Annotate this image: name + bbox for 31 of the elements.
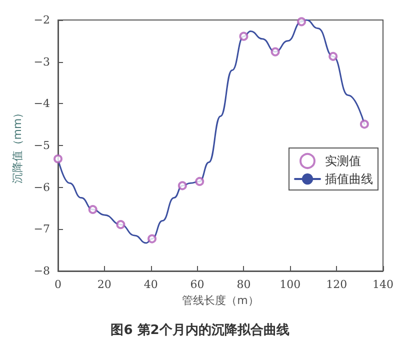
x-tick-label: 20	[97, 278, 112, 291]
point	[148, 234, 157, 244]
y-axis-title: 沉降值（mm）	[10, 107, 24, 184]
point	[270, 47, 280, 56]
x-tick-label: 100	[280, 278, 301, 291]
y-tick-label: −8	[34, 264, 50, 278]
y-tick-label: −7	[34, 222, 50, 236]
x-tick-label: 60	[190, 278, 204, 291]
point	[54, 154, 62, 164]
y-tick-label: −6	[34, 180, 50, 194]
x-tick-label: 140	[372, 278, 394, 291]
point	[88, 205, 98, 214]
point	[178, 181, 187, 190]
point	[297, 17, 306, 26]
legend-label: 实测值	[325, 154, 361, 168]
point	[360, 120, 369, 129]
x-tick-label: 80	[236, 278, 251, 291]
y-tick-label: −5	[34, 139, 50, 152]
point	[195, 176, 204, 186]
x-axis-title: 管线长度（m）	[182, 294, 259, 307]
x-tick-label: 0	[54, 278, 62, 291]
point	[239, 32, 248, 41]
y-tick-label: −3	[34, 55, 50, 68]
text: 图6 第2个月内的沉降拟合曲线	[110, 322, 290, 338]
x-tick-label: 40	[144, 278, 158, 291]
point	[116, 220, 126, 230]
point	[328, 52, 338, 61]
y-tick-label: −4	[34, 97, 50, 110]
legend-label: 插值曲线	[325, 172, 373, 186]
y-tick-label: −2	[34, 14, 50, 26]
x-tick-label: 120	[326, 278, 348, 291]
